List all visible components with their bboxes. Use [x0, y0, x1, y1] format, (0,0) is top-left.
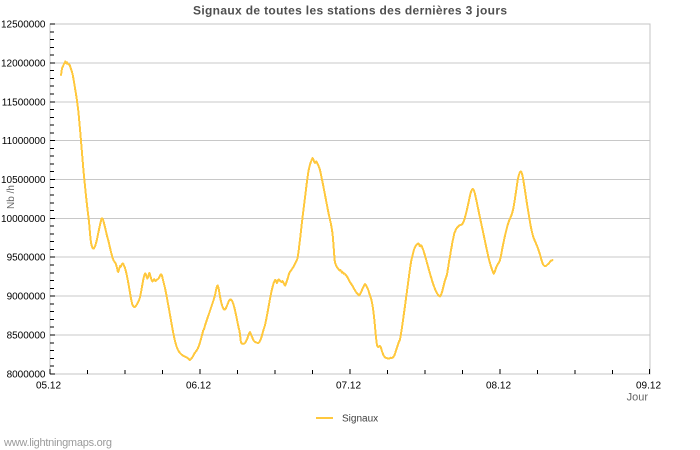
svg-text:12000000: 12000000: [1, 58, 46, 69]
svg-text:12500000: 12500000: [1, 20, 46, 31]
svg-text:09.12: 09.12: [636, 381, 661, 392]
svg-text:Signaux: Signaux: [342, 414, 378, 425]
svg-text:www.lightningmaps.org: www.lightningmaps.org: [3, 437, 112, 449]
svg-text:05.12: 05.12: [36, 381, 61, 392]
svg-text:Signaux de toutes les stations: Signaux de toutes les stations des derni…: [193, 4, 507, 18]
svg-text:8500000: 8500000: [7, 331, 46, 342]
svg-text:08.12: 08.12: [486, 381, 511, 392]
svg-text:8000000: 8000000: [7, 370, 46, 381]
svg-text:11000000: 11000000: [2, 136, 46, 147]
svg-text:9500000: 9500000: [7, 253, 46, 264]
svg-text:07.12: 07.12: [336, 381, 361, 392]
svg-text:10500000: 10500000: [1, 175, 46, 186]
svg-text:9000000: 9000000: [7, 292, 46, 303]
svg-text:Nb /h: Nb /h: [6, 185, 17, 209]
svg-text:06.12: 06.12: [186, 381, 211, 392]
svg-text:10000000: 10000000: [1, 214, 46, 225]
svg-text:11500000: 11500000: [2, 97, 46, 108]
svg-text:Jour: Jour: [627, 392, 649, 404]
